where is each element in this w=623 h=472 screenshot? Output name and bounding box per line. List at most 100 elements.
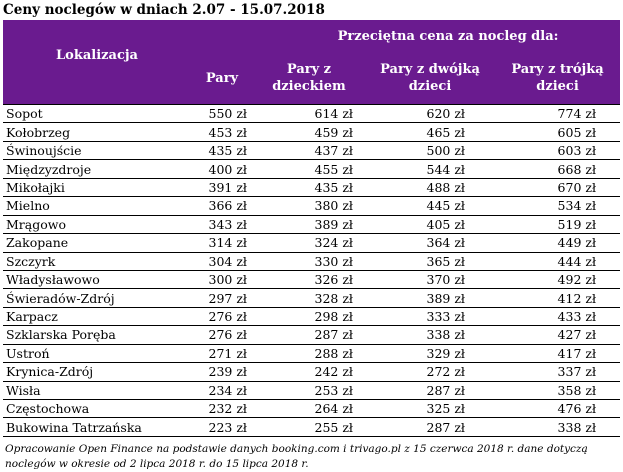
table-row: Świeradów-Zdrój 297 zł 328 zł 389 zł 412 zł xyxy=(3,288,621,308)
cell-price-pary: 271 zł xyxy=(191,344,253,364)
cell-city: Mrągowo xyxy=(3,215,191,235)
cell-price-pary-z-dwojka: 445 zł xyxy=(365,196,495,216)
cell-price-pary: 232 zł xyxy=(191,399,253,419)
table-row: Szklarska Poręba 276 zł 287 zł 338 zł 427 zł xyxy=(3,325,621,345)
cell-price-pary-z-dzieckiem: 264 zł xyxy=(253,399,365,419)
cell-price-pary-z-trojka: 603 zł xyxy=(495,141,621,161)
cell-price-pary-z-dwojka: 364 zł xyxy=(365,233,495,253)
cell-price-pary-z-trojka: 492 zł xyxy=(495,270,621,290)
cell-city: Zakopane xyxy=(3,233,191,253)
cell-price-pary-z-dwojka: 325 zł xyxy=(365,399,495,419)
cell-city: Krynica-Zdrój xyxy=(3,362,191,382)
cell-price-pary-z-dzieckiem: 389 zł xyxy=(253,215,365,235)
cell-city: Bukowina Tatrzańska xyxy=(3,417,191,437)
cell-price-pary-z-dzieckiem: 455 zł xyxy=(253,159,365,179)
cell-price-pary-z-dwojka: 620 zł xyxy=(365,103,495,124)
cell-price-pary-z-trojka: 668 zł xyxy=(495,159,621,179)
cell-price-pary-z-dzieckiem: 324 zł xyxy=(253,233,365,253)
cell-price-pary: 297 zł xyxy=(191,288,253,308)
cell-price-pary-z-dzieckiem: 435 zł xyxy=(253,178,365,198)
cell-price-pary-z-dwojka: 370 zł xyxy=(365,270,495,290)
cell-price-pary-z-dzieckiem: 437 zł xyxy=(253,141,365,161)
cell-price-pary-z-dwojka: 500 zł xyxy=(365,141,495,161)
cell-city: Mikołajki xyxy=(3,178,191,198)
table-row: Częstochowa 232 zł 264 zł 325 zł 476 zł xyxy=(3,399,621,419)
table-row: Karpacz 276 zł 298 zł 333 zł 433 zł xyxy=(3,307,621,327)
cell-price-pary-z-dzieckiem: 253 zł xyxy=(253,381,365,401)
cell-price-pary-z-dwojka: 465 zł xyxy=(365,122,495,142)
cell-price-pary-z-trojka: 519 zł xyxy=(495,215,621,235)
cell-price-pary: 300 zł xyxy=(191,270,253,290)
cell-city: Świeradów-Zdrój xyxy=(3,288,191,308)
cell-price-pary-z-dzieckiem: 298 zł xyxy=(253,307,365,327)
cell-price-pary-z-trojka: 337 zł xyxy=(495,362,621,382)
cell-city: Kołobrzeg xyxy=(3,122,191,142)
cell-price-pary: 276 zł xyxy=(191,307,253,327)
cell-price-pary-z-trojka: 670 zł xyxy=(495,178,621,198)
table-body: Sopot 550 zł 614 zł 620 zł 774 zł Kołobrzeg 45… xyxy=(3,103,621,437)
cell-price-pary-z-dwojka: 287 zł xyxy=(365,417,495,437)
cell-city: Mielno xyxy=(3,196,191,216)
table-row: Mielno 366 zł 380 zł 445 zł 534 zł xyxy=(3,196,621,216)
header-price-group: Przeciętna cena za nocleg dla: xyxy=(191,20,621,52)
cell-price-pary-z-dwojka: 272 zł xyxy=(365,362,495,382)
price-table: Lokalizacja Przeciętna cena za nocleg dl… xyxy=(3,20,621,437)
source-note: Opracowanie Open Finance na podstawie da… xyxy=(5,442,588,470)
cell-price-pary-z-dwojka: 488 zł xyxy=(365,178,495,198)
cell-price-pary-z-trojka: 444 zł xyxy=(495,252,621,271)
cell-price-pary-z-dzieckiem: 287 zł xyxy=(253,325,365,345)
table-row: Mikołajki 391 zł 435 zł 488 zł 670 zł xyxy=(3,178,621,198)
cell-price-pary-z-dzieckiem: 328 zł xyxy=(253,288,365,308)
cell-price-pary: 550 zł xyxy=(191,103,253,124)
cell-price-pary: 304 zł xyxy=(191,252,253,271)
cell-price-pary-z-trojka: 605 zł xyxy=(495,122,621,142)
cell-city: Ustroń xyxy=(3,344,191,364)
table-row: Zakopane 314 zł 324 zł 364 zł 449 zł xyxy=(3,233,621,253)
cell-price-pary-z-dzieckiem: 459 zł xyxy=(253,122,365,142)
cell-price-pary: 276 zł xyxy=(191,325,253,345)
header-row-columns: Pary Pary z dzieckiem Pary z dwójką dzie… xyxy=(3,52,621,105)
cell-price-pary-z-dzieckiem: 326 zł xyxy=(253,270,365,290)
cell-price-pary-z-trojka: 449 zł xyxy=(495,233,621,253)
cell-city: Świnoujście xyxy=(3,141,191,161)
cell-price-pary-z-dzieckiem: 242 zł xyxy=(253,362,365,382)
cell-price-pary: 239 zł xyxy=(191,362,253,382)
cell-price-pary-z-trojka: 417 zł xyxy=(495,344,621,364)
cell-price-pary-z-trojka: 412 zł xyxy=(495,288,621,308)
cell-price-pary-z-dwojka: 333 zł xyxy=(365,307,495,327)
cell-price-pary-z-dwojka: 338 zł xyxy=(365,325,495,345)
table-row: Ustroń 271 zł 288 zł 329 zł 417 zł xyxy=(3,344,621,364)
cell-price-pary-z-dzieckiem: 380 zł xyxy=(253,196,365,216)
table-row: Mrągowo 343 zł 389 zł 405 zł 519 zł xyxy=(3,215,621,235)
cell-price-pary-z-trojka: 774 zł xyxy=(495,103,621,124)
cell-price-pary-z-trojka: 358 zł xyxy=(495,381,621,401)
cell-price-pary: 391 zł xyxy=(191,178,253,198)
table-row: Szczyrk 304 zł 330 zł 365 zł 444 zł xyxy=(3,252,621,271)
table-row: Świnoujście 435 zł 437 zł 500 zł 603 zł xyxy=(3,141,621,161)
cell-price-pary-z-dwojka: 389 zł xyxy=(365,288,495,308)
cell-price-pary: 435 zł xyxy=(191,141,253,161)
cell-price-pary-z-dwojka: 287 zł xyxy=(365,381,495,401)
cell-price-pary-z-trojka: 534 zł xyxy=(495,196,621,216)
cell-price-pary-z-trojka: 476 zł xyxy=(495,399,621,419)
header-row-group: Lokalizacja Przeciętna cena za nocleg dl… xyxy=(3,20,621,105)
cell-price-pary-z-dzieckiem: 614 zł xyxy=(253,103,365,124)
header-col-pary: Pary xyxy=(191,52,253,105)
cell-city: Władysławowo xyxy=(3,270,191,290)
cell-price-pary-z-trojka: 427 zł xyxy=(495,325,621,345)
cell-price-pary: 366 zł xyxy=(191,196,253,216)
cell-price-pary: 400 zł xyxy=(191,159,253,179)
cell-price-pary-z-dzieckiem: 288 zł xyxy=(253,344,365,364)
table-row: Krynica-Zdrój 239 zł 242 zł 272 zł 337 zł xyxy=(3,362,621,382)
header-col-pary-z-dwojka: Pary z dwójką dzieci xyxy=(365,52,495,105)
cell-price-pary: 314 zł xyxy=(191,233,253,253)
cell-price-pary-z-dwojka: 544 zł xyxy=(365,159,495,179)
table-title: Ceny noclegów w dniach 2.07 - 15.07.2018 xyxy=(3,2,325,18)
cell-price-pary-z-trojka: 338 zł xyxy=(495,417,621,437)
table-row: Wisła 234 zł 253 zł 287 zł 358 zł xyxy=(3,381,621,401)
table-row: Kołobrzeg 453 zł 459 zł 465 zł 605 zł xyxy=(3,122,621,142)
cell-price-pary-z-dwojka: 405 zł xyxy=(365,215,495,235)
cell-price-pary-z-dwojka: 329 zł xyxy=(365,344,495,364)
cell-price-pary-z-trojka: 433 zł xyxy=(495,307,621,327)
cell-price-pary: 223 zł xyxy=(191,417,253,437)
